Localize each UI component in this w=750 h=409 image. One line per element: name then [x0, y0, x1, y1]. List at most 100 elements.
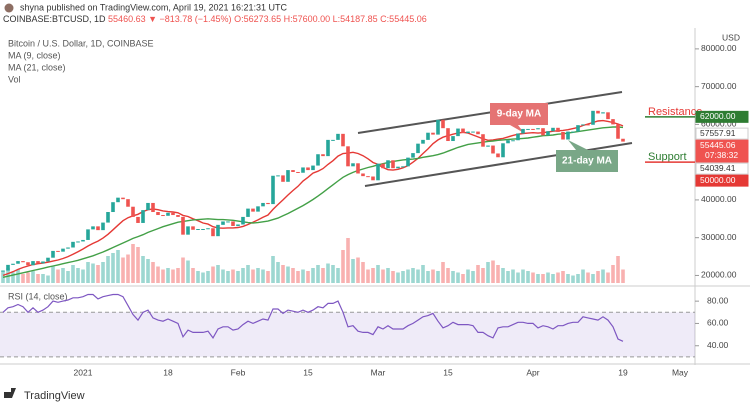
- volume-bar: [516, 272, 520, 283]
- candle: [466, 131, 470, 134]
- candle: [541, 128, 545, 136]
- volume-bar: [551, 274, 555, 283]
- volume-bar: [476, 265, 480, 283]
- volume-bar: [126, 254, 130, 283]
- candle: [16, 261, 20, 264]
- candle: [441, 119, 445, 129]
- rsi-band: [0, 312, 695, 357]
- candle: [56, 250, 60, 252]
- x-tick-label: 15: [303, 367, 313, 377]
- candle: [181, 216, 185, 235]
- volume-bar: [621, 269, 625, 283]
- candle: [166, 212, 170, 216]
- candle: [201, 229, 205, 231]
- candle: [491, 145, 495, 154]
- volume-bar: [366, 269, 370, 283]
- volume-bar: [351, 259, 355, 283]
- volume-bar: [591, 274, 595, 283]
- candle: [136, 216, 140, 223]
- candle: [376, 163, 380, 181]
- candle: [261, 202, 265, 207]
- candle: [226, 221, 230, 223]
- candle: [81, 239, 85, 242]
- volume-bar: [421, 265, 425, 283]
- candle: [566, 131, 570, 140]
- volume-bar: [111, 253, 115, 283]
- volume-bar: [246, 265, 250, 283]
- price-label: 55445.06: [700, 140, 736, 150]
- volume-bar: [281, 265, 285, 283]
- volume-bar: [576, 274, 580, 283]
- callout-ma9: [490, 103, 548, 133]
- volume-bar: [606, 272, 610, 283]
- volume-bar: [561, 271, 565, 283]
- logo: [4, 388, 16, 398]
- candle: [191, 226, 195, 230]
- candle: [506, 140, 510, 144]
- volume-bar: [541, 274, 545, 283]
- x-tick-label: May: [672, 367, 689, 377]
- volume-bar: [411, 268, 415, 283]
- volume-bar: [76, 268, 80, 283]
- candle: [46, 257, 50, 262]
- candle: [101, 222, 105, 231]
- volume-bar: [461, 274, 465, 283]
- candle: [176, 215, 180, 217]
- candle: [196, 229, 200, 231]
- candle: [106, 212, 110, 223]
- header-line: COINBASE:BTCUSD, 1D 55460.63 ▼ −813.78 (…: [3, 14, 427, 24]
- volume-bar: [586, 272, 590, 283]
- candle: [311, 165, 315, 171]
- candle: [316, 154, 320, 166]
- volume-bar: [251, 269, 255, 283]
- volume-bar: [21, 274, 25, 283]
- candle: [596, 110, 600, 114]
- candle: [471, 131, 475, 133]
- volume-bar: [176, 268, 180, 283]
- volume-bar: [91, 263, 95, 283]
- candle: [256, 206, 260, 212]
- candle: [456, 128, 460, 137]
- volume-bar: [471, 271, 475, 283]
- candle: [111, 202, 115, 213]
- volume-bar: [151, 262, 155, 283]
- y-tick-label: 30000.00: [701, 232, 737, 242]
- candle: [301, 167, 305, 173]
- volume-bar: [386, 268, 390, 283]
- volume-bar: [466, 269, 470, 283]
- volume-bar: [106, 256, 110, 283]
- candle: [476, 131, 480, 135]
- volume-bar: [136, 247, 140, 283]
- candle: [546, 131, 550, 136]
- volume-bar: [286, 266, 290, 283]
- volume-bar: [241, 268, 245, 283]
- volume-bar: [171, 269, 175, 283]
- candle: [236, 224, 240, 226]
- callout-ma9-text: 9-day MA: [497, 109, 541, 120]
- y-tick-label: 40000.00: [701, 194, 737, 204]
- volume-bar: [481, 268, 485, 283]
- candle: [206, 228, 210, 230]
- volume-bar: [181, 257, 185, 283]
- volume-bar: [321, 268, 325, 283]
- volume-bar: [531, 272, 535, 283]
- candle: [221, 221, 225, 225]
- volume-bar: [206, 271, 210, 283]
- volume-bar: [96, 265, 100, 283]
- volume-bar: [211, 266, 215, 283]
- candle: [26, 262, 30, 266]
- candle: [351, 163, 355, 167]
- volume-bar: [546, 272, 550, 283]
- volume-bar: [51, 266, 55, 283]
- volume-bar: [491, 260, 495, 283]
- candle: [171, 212, 175, 216]
- volume-bar: [311, 268, 315, 283]
- volume-bar: [506, 271, 510, 283]
- volume-bar: [571, 275, 575, 283]
- candle: [36, 261, 40, 264]
- candle: [606, 112, 610, 120]
- volume-bar: [511, 269, 515, 283]
- volume-bar: [116, 250, 120, 283]
- candle: [161, 215, 165, 217]
